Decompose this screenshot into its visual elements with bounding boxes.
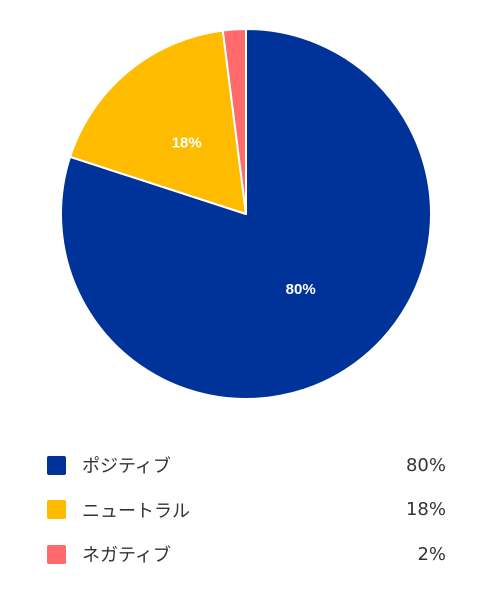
legend-label: ネガティブ [82, 545, 171, 566]
legend: ポジティブ 80% ニュートラル 18% ネガティブ 2% [47, 451, 446, 585]
pie-slice-2[interactable] [221, 28, 247, 215]
legend-item-positive[interactable]: ポジティブ 80% [47, 451, 446, 479]
legend-value: 2% [417, 543, 446, 565]
legend-value: 80% [405, 454, 446, 476]
slice-data-label-1: 18% [172, 134, 202, 151]
legend-value: 18% [405, 499, 446, 520]
legend-label: ニュートラル [82, 500, 190, 522]
slice-data-label-0: 80% [286, 281, 316, 298]
legend-marker-negative [47, 544, 66, 564]
legend-label: ポジティブ [82, 456, 171, 477]
legend-marker-neutral [47, 500, 66, 519]
legend-item-negative[interactable]: ネガティブ 2% [47, 540, 446, 568]
pie-slice-1[interactable] [69, 29, 247, 215]
legend-marker-positive [47, 455, 66, 475]
pie-chart: 80% 18% [60, 28, 432, 400]
legend-item-neutral[interactable]: ニュートラル 18% [47, 496, 446, 524]
